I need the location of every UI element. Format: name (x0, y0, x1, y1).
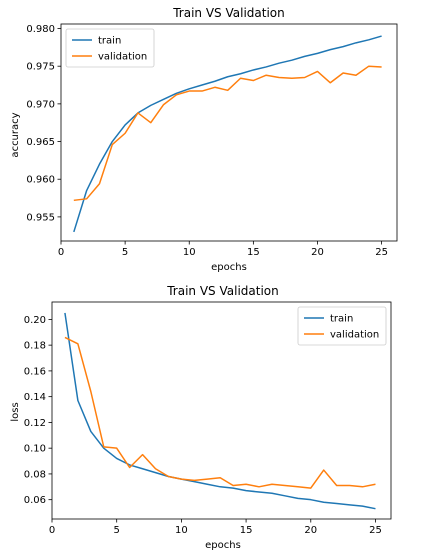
loss-y-tick-label: 0.20 (24, 315, 46, 326)
loss-y-tick-label: 0.12 (24, 418, 46, 429)
loss-legend: train validation (297, 306, 387, 346)
loss-y-tick-label: 0.16 (24, 366, 46, 377)
loss-x-tick-label: 10 (175, 525, 188, 536)
loss-legend-label-train: train (330, 314, 353, 325)
accuracy-y-tick-label: 0.975 (26, 62, 55, 73)
loss-x-tick-label: 20 (304, 525, 317, 536)
accuracy-y-tick-label: 0.980 (26, 24, 55, 35)
accuracy-legend: train validation (65, 28, 155, 68)
loss-x-tick-label: 15 (240, 525, 253, 536)
loss-legend-label-validation: validation (330, 330, 379, 341)
accuracy-plot-area: 0 5 10 15 20 25 0.955 0.960 0.965 0.970 0.975 0.980… (26, 23, 398, 258)
loss-axes-frame (51, 301, 392, 520)
loss-y-tick-label: 0.18 (24, 341, 46, 352)
accuracy-series-train-line (73, 35, 382, 233)
accuracy-y-axis-label: accuracy (10, 112, 21, 157)
accuracy-y-tick-label: 0.960 (26, 175, 55, 186)
loss-x-tick-label: 0 (49, 525, 55, 536)
accuracy-legend-label-validation: validation (98, 52, 147, 63)
loss-y-axis-label: loss (10, 402, 21, 421)
accuracy-chart: Train VS Validation epochs accuracy 0 5 10… (10, 6, 398, 273)
accuracy-chart-title: Train VS Validation (172, 6, 285, 20)
accuracy-x-tick-label: 5 (122, 247, 128, 258)
loss-plot-area: 0 5 10 15 20 25 0.06 0.08 0.10 0.12 0.14 0.16 0.18 0.… (24, 301, 392, 536)
loss-y-tick-label: 0.14 (24, 392, 46, 403)
accuracy-series-validation-line (73, 65, 382, 202)
loss-y-tick-label: 0.08 (24, 469, 46, 480)
accuracy-y-tick-label: 0.965 (26, 137, 55, 148)
accuracy-y-tick-label: 0.970 (26, 99, 55, 110)
accuracy-x-axis-label: epochs (211, 262, 247, 273)
accuracy-legend-box (65, 28, 155, 68)
accuracy-x-tick-label: 20 (311, 247, 324, 258)
accuracy-axes-frame (60, 23, 398, 242)
loss-series-train-line (64, 312, 376, 510)
accuracy-legend-label-train: train (98, 36, 121, 47)
loss-x-tick-label: 25 (369, 525, 382, 536)
accuracy-x-tick-label: 15 (247, 247, 260, 258)
loss-y-tick-label: 0.10 (24, 444, 46, 455)
accuracy-y-tick-label: 0.955 (26, 212, 55, 223)
loss-x-tick-label: 5 (114, 525, 120, 536)
loss-legend-box (297, 306, 387, 346)
loss-series-validation-line (64, 336, 376, 489)
accuracy-x-tick-label: 0 (58, 247, 64, 258)
loss-y-tick-label: 0.06 (24, 495, 46, 506)
loss-chart: Train VS Validation epochs loss 0 5 10 15 20… (10, 284, 392, 551)
loss-chart-title: Train VS Validation (166, 284, 279, 298)
accuracy-x-tick-label: 10 (183, 247, 196, 258)
accuracy-x-tick-label: 25 (375, 247, 388, 258)
loss-x-axis-label: epochs (205, 540, 241, 551)
